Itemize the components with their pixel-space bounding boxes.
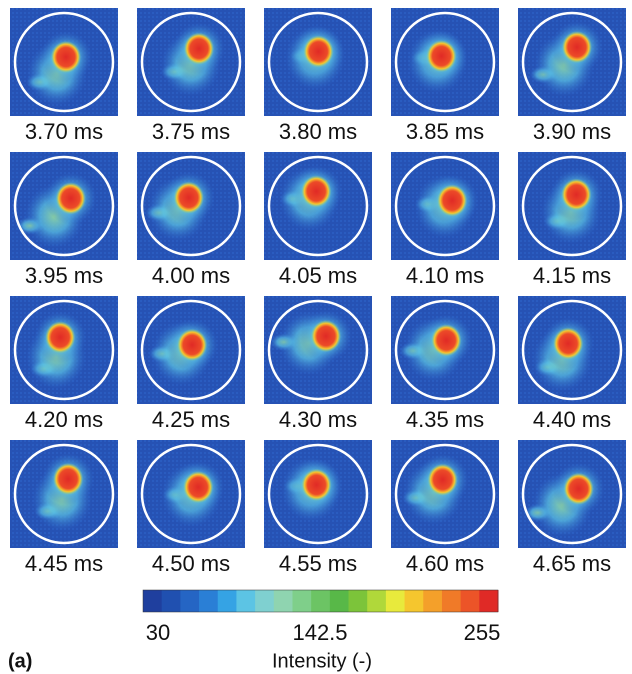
colorbar-segment [349, 590, 368, 612]
image-panel: 3.95 ms [10, 152, 118, 288]
time-label: 4.55 ms [279, 551, 357, 576]
image-panel: 4.15 ms [518, 152, 626, 288]
plume-core [311, 320, 341, 352]
colorbar-segment [236, 590, 255, 612]
colorbar-segment [479, 590, 498, 612]
image-panel: 4.05 ms [264, 152, 372, 288]
time-label: 4.10 ms [406, 263, 484, 288]
plume-core [301, 469, 331, 501]
image-panel: 4.00 ms [137, 152, 245, 288]
colorbar-segment [386, 590, 405, 612]
plume-core [562, 31, 592, 63]
plume-core [553, 328, 583, 360]
image-panel: 4.30 ms [264, 296, 372, 432]
colorbar-tick-label: 255 [464, 620, 501, 645]
colorbar-segment [180, 590, 199, 612]
plume-core [177, 329, 207, 361]
colorbar-segment [255, 590, 274, 612]
time-label: 4.50 ms [152, 551, 230, 576]
plume-core [431, 324, 461, 356]
plume-core [184, 33, 214, 65]
colorbar-label: Intensity (-) [272, 650, 372, 672]
plume-core [183, 471, 213, 503]
colorbar-segment [461, 590, 480, 612]
time-label: 4.40 ms [533, 407, 611, 432]
image-panel: 4.35 ms [391, 296, 499, 432]
plume-core [301, 175, 331, 207]
time-label: 4.15 ms [533, 263, 611, 288]
plume-core [426, 40, 456, 72]
colorbar-segment [162, 590, 181, 612]
plume-core [561, 179, 591, 211]
colorbar-segment [367, 590, 386, 612]
time-label: 4.45 ms [25, 551, 103, 576]
time-label: 3.80 ms [279, 119, 357, 144]
image-panel: 3.75 ms [137, 8, 245, 144]
plume-core [303, 35, 333, 67]
time-label: 4.05 ms [279, 263, 357, 288]
time-label: 3.90 ms [533, 119, 611, 144]
colorbar-segment [405, 590, 424, 612]
image-panel: 4.40 ms [518, 296, 626, 432]
colorbar-segment [311, 590, 330, 612]
image-panel: 4.50 ms [137, 440, 245, 576]
time-label: 4.25 ms [152, 407, 230, 432]
image-panel: 4.10 ms [391, 152, 499, 288]
time-label: 4.30 ms [279, 407, 357, 432]
colorbar-segment [330, 590, 349, 612]
plume-core [564, 473, 594, 505]
plume-core [51, 41, 81, 73]
panel-label: (a) [8, 650, 32, 672]
image-panel: 4.60 ms [391, 440, 499, 576]
plume-core [53, 463, 83, 495]
time-label: 4.00 ms [152, 263, 230, 288]
colorbar-segment [292, 590, 311, 612]
time-label: 3.85 ms [406, 119, 484, 144]
plume-core [45, 321, 75, 353]
plume-core [174, 182, 204, 214]
time-label: 3.75 ms [152, 119, 230, 144]
figure: (a) Intensity (-) 3.70 ms 3.75 ms 3.80 ms 3… [0, 0, 632, 674]
colorbar-segment [442, 590, 461, 612]
colorbar-segment [218, 590, 237, 612]
colorbar-segment [274, 590, 293, 612]
plume-core [437, 185, 467, 217]
plume-core [428, 464, 458, 496]
image-panel: 3.90 ms [518, 8, 626, 144]
time-label: 3.95 ms [25, 263, 103, 288]
plume-core [56, 182, 86, 214]
time-label: 4.35 ms [406, 407, 484, 432]
time-label: 4.20 ms [25, 407, 103, 432]
image-panel: 4.20 ms [10, 296, 118, 432]
image-panel: 4.25 ms [137, 296, 245, 432]
colorbar-segment [143, 590, 162, 612]
time-label: 4.65 ms [533, 551, 611, 576]
time-label: 3.70 ms [25, 119, 103, 144]
image-panel: 4.65 ms [518, 440, 626, 576]
colorbar-segment [199, 590, 218, 612]
colorbar-segment [423, 590, 442, 612]
image-panel: 4.55 ms [264, 440, 372, 576]
image-panel: 3.85 ms [391, 8, 499, 144]
image-panel: 3.80 ms [264, 8, 372, 144]
time-label: 4.60 ms [406, 551, 484, 576]
image-panel: 4.45 ms [10, 440, 118, 576]
image-panel: 3.70 ms [10, 8, 118, 144]
colorbar-tick-label: 30 [146, 620, 170, 645]
colorbar-tick-label: 142.5 [292, 620, 347, 645]
